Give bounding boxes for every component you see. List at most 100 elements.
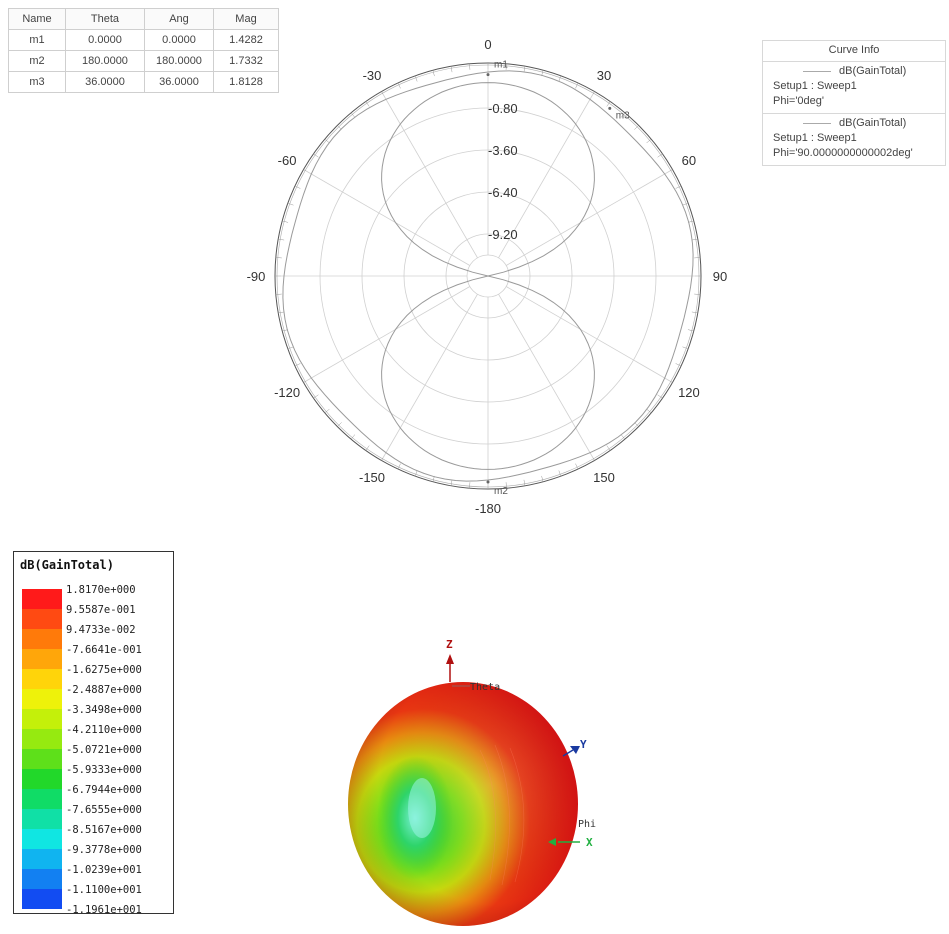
colorbar-label: 9.5587e-001 <box>66 604 136 616</box>
curve-param: Phi='0deg' <box>773 95 824 107</box>
colorbar-step: 9.4733e-002 <box>22 624 172 649</box>
curve-quantity: dB(GainTotal) <box>839 117 907 129</box>
colorbar-label: -1.1100e+001 <box>66 884 142 896</box>
polar-plot: m1 m2 m3 0 30 60 90 120 150 -180 -150 -120 -90 -60 -30… <box>247 37 728 516</box>
colorbar-step: -4.2110e+000 <box>22 724 172 749</box>
angle-minor-tick <box>620 112 626 118</box>
curve-info-entry: dB(GainTotal) Setup1 : Sweep1 Phi='90.00… <box>762 114 946 166</box>
angle-minor-tick <box>523 66 526 73</box>
axis-z: Z <box>446 638 454 682</box>
colorbar-label: -7.6555e+000 <box>66 804 142 816</box>
angle-minor-tick <box>558 75 562 82</box>
angle-minor-tick <box>558 470 562 477</box>
colorbar-swatch <box>22 609 62 629</box>
cell-ang: 180.0000 <box>144 50 214 72</box>
angle-tick-label: -60 <box>278 153 297 168</box>
colorbar-label: -2.4887e+000 <box>66 684 142 696</box>
colorbar-step: -1.0239e+001 <box>22 864 172 889</box>
colorbar-swatch <box>22 749 62 769</box>
angle-minor-tick <box>575 463 579 470</box>
colorbar-label: -1.6275e+000 <box>66 664 142 676</box>
curve-setup: Setup1 : Sweep1 <box>773 132 857 144</box>
curve-swatch <box>803 123 831 124</box>
angle-minor-tick <box>313 394 319 399</box>
colorbar-step: -1.1961e+001 <box>22 904 172 929</box>
phi-label: Phi <box>578 819 596 830</box>
colorbar-label: 9.4733e-002 <box>66 624 136 636</box>
angle-tick-label: 120 <box>678 385 700 400</box>
colorbar-legend: dB(GainTotal) 1.8170e+000 9.5587e-001 9.47… <box>13 551 174 916</box>
colorbar-step: -5.0721e+000 <box>22 744 172 769</box>
colorbar-step: 9.5587e-001 <box>22 604 172 629</box>
colorbar-swatch <box>22 889 62 909</box>
angle-minor-tick <box>634 125 639 130</box>
marker-label: m1 <box>494 60 508 71</box>
colorbar-label: -1.1961e+001 <box>66 904 142 916</box>
angle-minor-tick <box>294 185 301 189</box>
angle-minor-tick <box>657 394 663 399</box>
angle-minor-tick <box>682 202 689 206</box>
marker-point <box>486 73 490 77</box>
angle-minor-tick <box>294 363 301 367</box>
colorbar-label: 1.8170e+000 <box>66 584 136 596</box>
polar-labels: m1 m2 m3 0 30 60 90 120 150 -180 -150 -120 -90 -60 -30… <box>247 37 728 516</box>
angle-minor-tick <box>275 257 282 259</box>
curve-setup: Setup1 : Sweep1 <box>773 80 857 92</box>
colorbar-step: 1.8170e+000 <box>22 584 172 609</box>
colorbar-label: -8.5167e+000 <box>66 824 142 836</box>
angle-minor-tick <box>397 82 401 89</box>
angle-minor-tick <box>469 482 471 489</box>
cell-theta: 36.0000 <box>65 71 145 93</box>
curve-quantity: dB(GainTotal) <box>839 65 907 77</box>
angle-spoke <box>505 286 671 382</box>
angle-tick-label: -120 <box>274 385 300 400</box>
angle-minor-tick <box>694 293 701 295</box>
polar-curves <box>282 70 694 484</box>
colorbar-label: -5.0721e+000 <box>66 744 142 756</box>
radial-tick-label: -3.60 <box>488 143 518 158</box>
donut-body <box>348 682 578 926</box>
colorbar-label: -5.9333e+000 <box>66 764 142 776</box>
colorbar-step: -3.3498e+000 <box>22 704 172 729</box>
cell-ang: 0.0000 <box>144 29 214 51</box>
angle-minor-tick <box>682 346 689 350</box>
angle-minor-tick <box>414 470 418 477</box>
angle-minor-tick <box>505 63 507 70</box>
colorbar-swatch <box>22 669 62 689</box>
angle-minor-tick <box>691 311 698 314</box>
angle-spoke <box>498 93 594 259</box>
angle-minor-tick <box>694 257 701 259</box>
marker-table-header: Name Theta Ang Mag <box>8 8 279 30</box>
colorbar-swatch <box>22 869 62 889</box>
marker-label: m2 <box>494 486 508 497</box>
angle-minor-tick <box>450 479 453 486</box>
angle-minor-tick <box>278 238 285 241</box>
colorbar-title: dB(GainTotal) <box>20 558 114 572</box>
axis-x: X Phi <box>548 819 596 849</box>
radial-tick-label: -9.20 <box>488 227 518 242</box>
series-phi-90-curve <box>282 70 694 482</box>
theta-label: Theta <box>470 682 500 693</box>
angle-minor-tick <box>575 82 579 89</box>
series-phi-0-curve <box>381 82 595 470</box>
angle-minor-tick <box>350 112 356 118</box>
table-row: m3 36.0000 36.0000 1.8128 <box>8 71 279 93</box>
angle-tick-label: -180 <box>475 501 501 516</box>
colorbar-swatch <box>22 789 62 809</box>
angle-minor-tick <box>432 70 435 77</box>
angle-minor-tick <box>282 220 289 223</box>
colorbar-label: -7.6641e-001 <box>66 644 142 656</box>
colorbar-step: -1.1100e+001 <box>22 884 172 909</box>
angle-minor-tick <box>541 475 544 482</box>
colorbar-swatch <box>22 629 62 649</box>
colorbar-swatch <box>22 829 62 849</box>
angle-minor-tick <box>691 238 698 241</box>
curve-info-legend: Curve Info dB(GainTotal) Setup1 : Sweep1… <box>762 40 946 166</box>
angle-tick-label: -150 <box>359 470 385 485</box>
colorbar-step: -8.5167e+000 <box>22 824 172 849</box>
angle-minor-tick <box>275 293 282 295</box>
colorbar-label: -6.7944e+000 <box>66 784 142 796</box>
marker-table: Name Theta Ang Mag m1 0.0000 0.0000 1.42… <box>8 8 279 93</box>
axis-y: Y <box>562 738 587 757</box>
angle-tick-label: 150 <box>593 470 615 485</box>
